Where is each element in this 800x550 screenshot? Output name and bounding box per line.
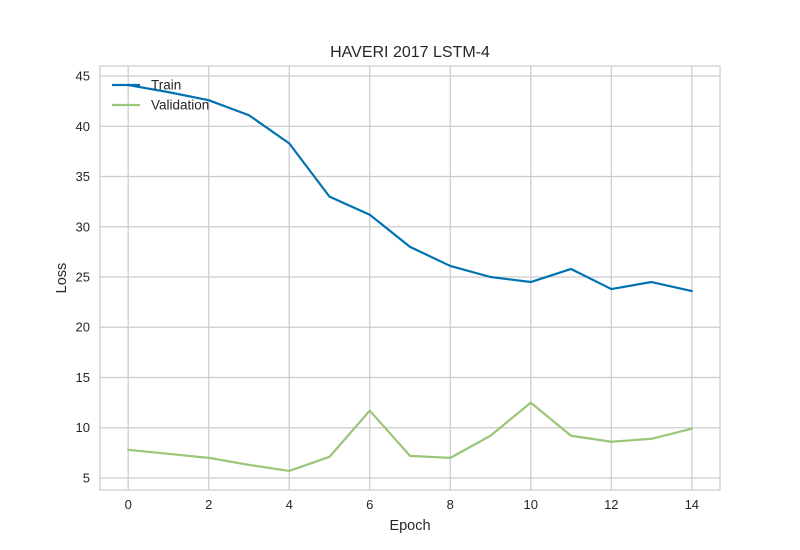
train-series-line xyxy=(127,83,693,293)
y-tick-label: 40 xyxy=(76,119,90,134)
x-tick-label: 2 xyxy=(205,497,212,512)
train-legend-label: Train xyxy=(151,78,181,93)
y-tick-label: 25 xyxy=(76,269,90,284)
y-tick-label: 45 xyxy=(76,69,90,84)
y-tick-label: 20 xyxy=(76,320,90,335)
grid xyxy=(100,66,720,490)
series-lines xyxy=(127,83,693,473)
y-tick-label: 15 xyxy=(76,370,90,385)
validation-legend-label: Validation xyxy=(151,98,209,113)
y-tick-label: 10 xyxy=(76,420,90,435)
validation-series-line xyxy=(127,401,693,473)
plot-area-frame xyxy=(99,65,721,491)
y-axis-title: Loss xyxy=(54,263,70,294)
x-tick-label: 4 xyxy=(286,497,293,512)
y-tick-label: 30 xyxy=(76,219,90,234)
x-tick-label: 10 xyxy=(524,497,538,512)
x-tick-label: 6 xyxy=(366,497,373,512)
x-tick-label: 0 xyxy=(125,497,132,512)
tick-labels: 0 2 4 6 8 10 12 14 5 10 15 20 25 30 35 40 45 xyxy=(76,69,700,512)
x-tick-label: 14 xyxy=(685,497,699,512)
y-tick-label: 5 xyxy=(83,470,90,485)
y-tick-label: 35 xyxy=(76,169,90,184)
x-tick-label: 12 xyxy=(604,497,618,512)
x-tick-label: 8 xyxy=(447,497,454,512)
legend: Train Validation xyxy=(112,78,209,113)
x-axis-title: Epoch xyxy=(389,518,430,534)
chart-title: HAVERI 2017 LSTM-4 xyxy=(330,44,490,61)
